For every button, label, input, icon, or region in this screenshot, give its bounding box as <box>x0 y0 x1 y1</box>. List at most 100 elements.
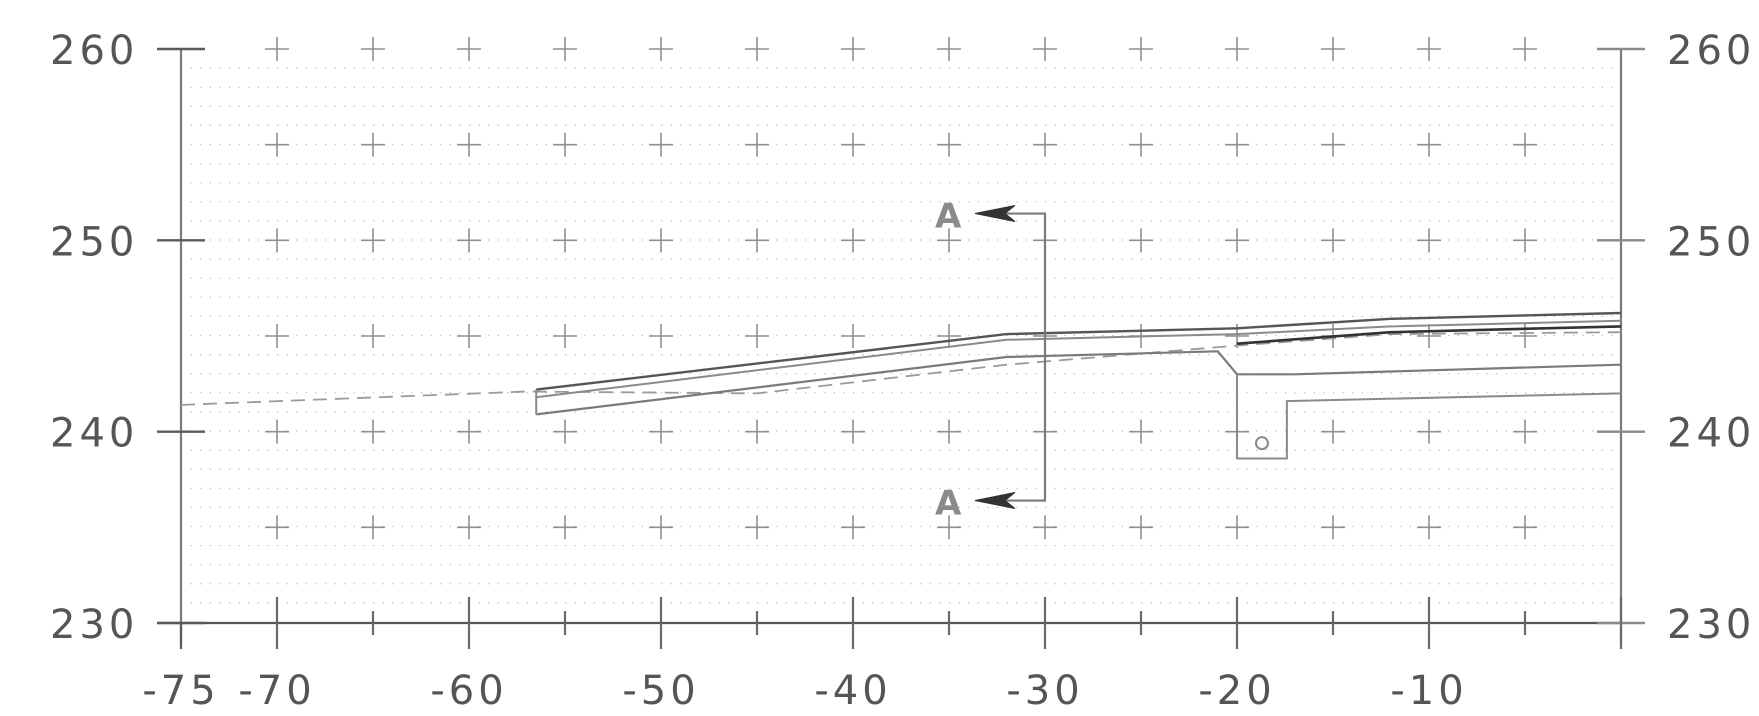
y-label-right: 250 <box>1667 219 1755 265</box>
grid-plus-marker <box>1225 132 1249 157</box>
grid-plus-marker <box>457 419 481 444</box>
x-label: -30 <box>1006 668 1083 714</box>
grid-plus-marker <box>649 37 673 61</box>
grid-plus-markers <box>265 37 1537 540</box>
grid-plus-marker <box>553 324 577 348</box>
grid-plus-marker <box>649 132 673 157</box>
grid-plus-marker <box>841 419 865 444</box>
grid-plus-marker <box>841 132 865 157</box>
grid-plus-marker <box>361 515 385 540</box>
grid-plus-marker <box>937 324 961 348</box>
profile-lines <box>180 311 1622 460</box>
section-arrow-icon <box>974 205 1016 223</box>
grid-plus-marker <box>361 228 385 253</box>
grid-plus-marker <box>841 515 865 540</box>
grid-plus-marker <box>745 132 769 157</box>
grid-plus-marker <box>841 228 865 253</box>
section-label: A <box>935 484 962 524</box>
x-label: -70 <box>238 668 315 714</box>
grid-plus-marker <box>1129 132 1153 157</box>
grid-plus-marker <box>553 515 577 540</box>
grid-plus-marker <box>1417 132 1441 157</box>
grid-plus-marker <box>1033 37 1057 61</box>
grid-plus-marker <box>1513 515 1537 540</box>
grid-plus-marker <box>265 132 289 157</box>
grid-plus-marker <box>745 324 769 348</box>
y-label-left: 250 <box>50 219 138 265</box>
grid-plus-marker <box>1321 515 1345 540</box>
grid-plus-marker <box>745 37 769 61</box>
grid-plus-marker <box>1225 515 1249 540</box>
x-label: -10 <box>1390 668 1467 714</box>
grid-plus-marker <box>1129 37 1153 61</box>
grid-plus-marker <box>361 419 385 444</box>
grid-plus-marker <box>457 37 481 61</box>
grid-plus-marker <box>649 324 673 348</box>
grid-plus-marker <box>553 228 577 253</box>
y-label-left: 260 <box>50 28 138 74</box>
grid-plus-marker <box>553 37 577 61</box>
dotted-grid <box>190 67 1613 604</box>
grid-plus-marker <box>1321 228 1345 253</box>
grid-plus-marker <box>1033 132 1057 157</box>
grid-plus-marker <box>265 419 289 444</box>
grid-plus-marker <box>841 37 865 61</box>
y-label-left: 230 <box>50 602 138 648</box>
grid-plus-marker <box>1225 228 1249 253</box>
y-label-right: 230 <box>1667 602 1755 648</box>
grid-plus-marker <box>1417 228 1441 253</box>
profile-line-2 <box>536 311 1622 391</box>
grid-plus-marker <box>265 37 289 61</box>
drawing-frame <box>157 49 1623 643</box>
grid-plus-marker <box>1129 515 1153 540</box>
x-label: -50 <box>622 668 699 714</box>
grid-plus-marker <box>745 419 769 444</box>
grid-plus-marker <box>937 37 961 61</box>
section-line <box>1001 212 1047 502</box>
grid-plus-marker <box>265 228 289 253</box>
grid-plus-marker <box>457 324 481 348</box>
x-label: -20 <box>1198 668 1275 714</box>
x-label: -60 <box>430 668 507 714</box>
grid-plus-marker <box>1033 515 1057 540</box>
section-arrow-icon <box>974 492 1016 510</box>
grid-plus-marker <box>937 419 961 444</box>
grid-plus-marker <box>1513 132 1537 157</box>
grid-plus-marker <box>649 419 673 444</box>
grid-plus-marker <box>1513 419 1537 444</box>
grid-plus-marker <box>1417 515 1441 540</box>
grid-dot-pattern <box>190 67 1613 604</box>
grid-plus-marker <box>745 515 769 540</box>
profile-line-5 <box>1236 374 1622 460</box>
grid-plus-marker <box>457 132 481 157</box>
grid-plus-marker <box>553 419 577 444</box>
grid-plus-marker <box>649 228 673 253</box>
x-label: -40 <box>814 668 891 714</box>
grid-plus-marker <box>361 37 385 61</box>
grid-plus-marker <box>1129 419 1153 444</box>
grid-plus-marker <box>649 515 673 540</box>
grid-plus-marker <box>265 515 289 540</box>
profile-line-4 <box>536 350 1622 416</box>
tick-marks <box>157 47 1645 649</box>
grid-plus-marker <box>457 515 481 540</box>
grid-plus-marker <box>1513 228 1537 253</box>
grid-plus-marker <box>937 515 961 540</box>
grid-plus-marker <box>1321 37 1345 61</box>
grid-plus-marker <box>1513 37 1537 61</box>
y-label-right: 260 <box>1667 28 1755 74</box>
grid-plus-marker <box>1417 419 1441 444</box>
section-label: A <box>935 197 962 237</box>
grid-plus-marker <box>1225 37 1249 61</box>
profile-line-6 <box>1236 325 1622 345</box>
grid-plus-marker <box>553 132 577 157</box>
grid-plus-marker <box>1321 419 1345 444</box>
grid-plus-marker <box>841 324 865 348</box>
grid-plus-marker <box>265 324 289 348</box>
grid-plus-marker <box>937 228 961 253</box>
grid-plus-marker <box>1417 324 1441 348</box>
y-label-left: 240 <box>50 411 138 457</box>
grid-plus-marker <box>1321 132 1345 157</box>
